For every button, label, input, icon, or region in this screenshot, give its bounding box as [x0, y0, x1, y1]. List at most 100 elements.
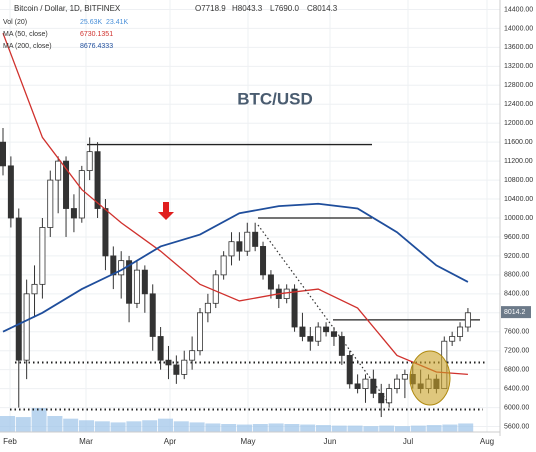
- volume-bar: [395, 426, 410, 432]
- volume-bar: [316, 425, 331, 432]
- indicator-name: Vol (20): [3, 19, 27, 26]
- candle-body: [118, 260, 125, 276]
- trend-line: [257, 224, 391, 406]
- last-price-badge: [501, 306, 531, 319]
- y-tick-label: 11200.00: [504, 158, 533, 165]
- candle-body: [236, 241, 243, 252]
- candle-body: [323, 326, 330, 333]
- x-tick-label: Apr: [164, 437, 177, 446]
- ohlc-high: H8043.3: [232, 4, 263, 13]
- y-tick-label: 7200.00: [504, 348, 529, 355]
- indicator-value: 23.41K: [106, 19, 129, 26]
- candle-body: [378, 392, 385, 404]
- volume-bar: [410, 425, 426, 432]
- candle-body: [55, 160, 62, 181]
- y-tick-label: 12000.00: [504, 120, 533, 127]
- volume-bar: [379, 425, 395, 432]
- indicator-value: 6730.1351: [80, 31, 113, 38]
- candle-body: [31, 283, 38, 295]
- y-tick-label: 6800.00: [504, 366, 529, 373]
- candle-body: [457, 326, 464, 337]
- volume-bar: [221, 424, 237, 432]
- candle-body: [401, 373, 408, 380]
- volume-bar: [173, 421, 189, 432]
- candle-body: [86, 151, 93, 172]
- candle-body: [63, 160, 70, 209]
- last-price-label: 8014.2: [504, 309, 526, 316]
- candle-body: [157, 336, 164, 361]
- volume-bar: [142, 420, 158, 432]
- candle-body: [126, 260, 133, 304]
- candle-body: [47, 179, 54, 228]
- candle-body: [165, 359, 172, 366]
- ohlc-open: O7718.9: [195, 4, 226, 13]
- levels: [10, 143, 485, 411]
- candle-body: [244, 231, 251, 252]
- candle-body: [149, 293, 156, 337]
- y-tick-label: 9600.00: [504, 234, 529, 241]
- candle-body: [196, 312, 203, 352]
- volume-bar: [458, 423, 474, 432]
- x-tick-label: Jun: [324, 437, 337, 446]
- axes: 5600.00 6000.00 6400.00 6800.00 7200.00 7600.…: [3, 6, 533, 446]
- candle-body: [464, 312, 471, 328]
- candle-body: [181, 359, 188, 375]
- volume-bar: [110, 422, 126, 432]
- chart-title: BTC/USD: [237, 89, 313, 108]
- volume-bar: [126, 421, 142, 432]
- x-tick-label: May: [240, 437, 255, 446]
- candle-body: [220, 255, 227, 276]
- candle-body: [7, 165, 14, 219]
- candle-body: [15, 217, 22, 361]
- candle-body: [354, 383, 361, 390]
- candle-body: [330, 331, 337, 337]
- volume-bar: [205, 423, 221, 432]
- candle-body: [283, 288, 290, 299]
- candle-body: [23, 293, 30, 361]
- ohlc-low: L7690.0: [270, 4, 299, 13]
- candle-body: [370, 378, 377, 394]
- candle-body: [260, 246, 267, 276]
- candle-body: [362, 378, 369, 390]
- highlight-ellipse: [409, 350, 451, 406]
- candle-body: [141, 269, 148, 295]
- candle-body: [299, 326, 306, 337]
- indicator-name: MA (50, close): [3, 31, 48, 38]
- moving-averages: [2, 32, 469, 376]
- candle-body: [94, 151, 101, 209]
- candle-body: [110, 255, 117, 276]
- volume-bar: [189, 422, 205, 432]
- header: Bitcoin / Dollar, 1D, BITFINEX O7718.9 H…: [3, 4, 338, 50]
- volume-bar: [31, 408, 47, 432]
- candle-body: [315, 326, 322, 342]
- volume-bar: [252, 424, 268, 432]
- candle-body: [0, 141, 6, 167]
- candle-body: [204, 302, 211, 314]
- candle-body: [386, 388, 393, 404]
- volume-bar: [300, 424, 316, 432]
- candle-body: [189, 350, 196, 361]
- candle-body: [228, 241, 235, 257]
- volume-bar: [426, 425, 442, 432]
- volume-bar: [47, 416, 63, 432]
- y-tick-label: 12400.00: [504, 101, 533, 108]
- volume-bar: [268, 423, 284, 432]
- indicator-name: MA (200, close): [3, 43, 52, 50]
- y-tick-label: 7600.00: [504, 329, 529, 336]
- candle-body: [78, 170, 85, 219]
- y-tick-label: 13600.00: [504, 44, 533, 51]
- x-tick-label: Feb: [3, 437, 17, 446]
- volume-bar: [284, 424, 300, 432]
- x-tick-label: Mar: [79, 437, 93, 446]
- indicator-value: 8676.4333: [80, 43, 113, 50]
- y-tick-label: 13200.00: [504, 63, 533, 70]
- volume-bar: [363, 426, 379, 432]
- candle-body: [173, 364, 180, 375]
- symbol: Bitcoin / Dollar, 1D, BITFINEX: [14, 4, 121, 13]
- y-tick-label: 8800.00: [504, 272, 529, 279]
- y-tick-label: 6000.00: [504, 404, 529, 411]
- candle-body: [39, 227, 46, 285]
- candle-body: [307, 336, 314, 342]
- y-tick-label: 10800.00: [504, 177, 533, 184]
